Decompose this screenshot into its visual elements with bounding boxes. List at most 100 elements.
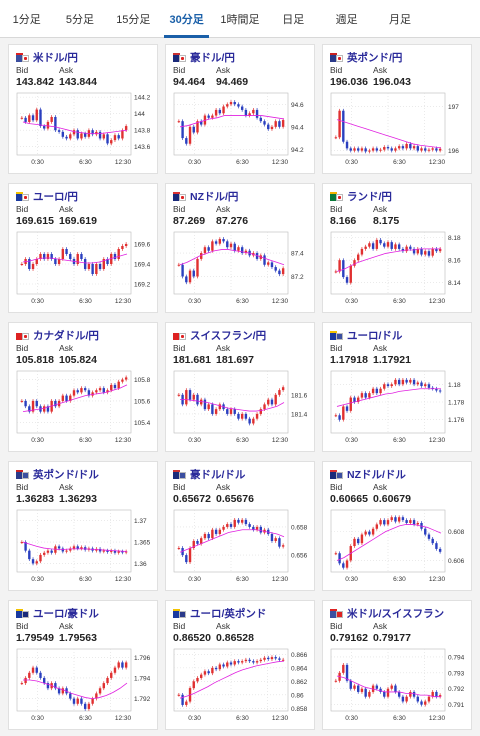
candle [342,110,345,142]
rate-card[interactable]: 豪ドル/ドル Bid 0.65672 Ask 0.65676 0.658 0.656 0:30… [165,461,315,591]
candle [20,400,24,402]
currency-flag-icon [16,330,29,340]
moving-average-line [336,388,441,407]
bid-value: 0.60665 [330,493,368,505]
candle [83,547,87,550]
candle [196,541,199,544]
pair-name: ユーロ/豪ドル [33,607,99,620]
moving-average-line [23,679,128,700]
candle [20,117,24,119]
ask-value: 0.79177 [373,632,411,644]
tab-3[interactable]: 15分足 [116,14,151,26]
candle [424,384,427,387]
rate-card[interactable]: ユーロ/英ポンド Bid 0.86520 Ask 0.86528 0.866 0.864 0.… [165,600,315,730]
rate-card[interactable]: ランド/円 Bid 8.166 Ask 8.175 8.18 8.16 8.14 0:30 6:3… [322,183,472,313]
candle [412,379,416,385]
x-tick-label: 12:30 [272,576,289,583]
tab-5[interactable]: 1時間足 [220,14,260,26]
rate-card[interactable]: NZドル/ドル Bid 0.60665 Ask 0.60679 0.608 0.606 0:3… [322,461,472,591]
tab-4[interactable]: 30分足 [160,0,213,38]
candle [28,406,31,412]
tab-8[interactable]: 月足 [388,14,411,26]
rate-card[interactable]: 豪ドル/円 Bid 94.464 Ask 94.469 94.6 94.4 94.2 0:30 6… [165,44,315,174]
price-chart: 0.866 0.864 0.862 0.86 0.858 0:30 6:30 12:30 [173,648,308,722]
rate-card[interactable]: 英ポンド/ドル Bid 1.36283 Ask 1.36293 1.37 1.365 1.36… [8,461,158,591]
candle [278,121,281,127]
tab-1[interactable]: 1分足 [12,14,41,26]
candle [240,106,244,110]
rate-card[interactable]: 米ドル/円 Bid 143.842 Ask 143.844 144.2 144 143.8 14… [8,44,158,174]
x-tick-label: 12:30 [272,715,289,722]
ask-value: 0.60679 [373,493,411,505]
price-chart: 8.18 8.16 8.14 0:30 6:30 12:30 [330,231,461,305]
x-tick-label: 12:30 [429,298,446,305]
rate-card[interactable]: 米ドル/スイスフラン Bid 0.79162 Ask 0.79177 0.794 0.793… [322,600,472,730]
currency-flag-icon [330,330,343,340]
candle [69,134,72,139]
candle [237,519,240,523]
y-tick-label: 1.792 [134,696,151,703]
candle [244,413,248,419]
rate-card[interactable]: ユーロ/ドル Bid 1.17918 Ask 1.17921 1.18 1.178 1.176… [322,322,472,452]
candle [237,247,240,251]
candle [397,244,401,249]
tab-6[interactable]: 日足 [282,14,305,26]
candle [334,553,338,555]
ask-value: 0.65676 [216,493,254,505]
candle [237,413,240,419]
x-tick-label: 12:30 [272,298,289,305]
pair-name: ユーロ/英ポンド [190,607,267,620]
tab-2[interactable]: 5分足 [65,14,95,26]
x-tick-label: 6:30 [236,298,249,305]
y-tick-label: 143.6 [134,144,151,151]
candle [98,388,102,391]
currency-flag-icon [173,469,186,479]
candle [72,546,76,549]
candle [424,701,427,705]
y-tick-label: 8.18 [448,235,461,242]
candle [386,242,390,247]
x-tick-label: 0:30 [31,576,44,583]
bid-label: Bid [330,343,343,353]
price-chart: 1.18 1.178 1.176 0:30 6:30 12:30 [330,370,465,444]
candle [28,672,31,678]
x-tick-label: 6:30 [393,576,406,583]
x-tick-label: 12:30 [115,159,132,166]
tab-7[interactable]: 週足 [335,14,358,26]
candle [435,691,438,697]
candle [397,379,401,385]
pair-name: 米ドル/スイスフラン [347,607,445,620]
rate-card[interactable]: スイスフラン/円 Bid 181.681 Ask 181.697 181.6 181.4 0:… [165,322,315,452]
candle [281,545,285,547]
rate-card[interactable]: 英ポンド/円 Bid 196.036 Ask 196.043 197 196 0:30 6:30… [322,44,472,174]
y-tick-label: 0.858 [291,706,308,713]
rate-card[interactable]: NZドル/円 Bid 87.269 Ask 87.276 87.4 87.2 0:30 6:30… [165,183,315,313]
candle [255,526,259,530]
candle [87,390,91,396]
candle [200,538,203,544]
rate-card[interactable]: カナダドル/円 Bid 105.818 Ask 105.824 105.8 105.6 105… [8,322,158,452]
ask-value: 181.697 [216,354,254,366]
moving-average-line [179,115,285,128]
pair-title: 豪ドル/ドル [173,468,245,481]
x-tick-label: 0:30 [188,159,201,166]
candle [345,664,349,681]
candle [278,538,281,547]
candle [24,117,27,122]
bid-value: 196.036 [330,76,368,88]
rate-card[interactable]: ユーロ/円 Bid 169.615 Ask 169.619 169.6 169.4 169.2… [8,183,158,313]
candle [113,667,117,673]
candle [397,691,401,697]
candle [121,246,124,249]
candle [214,529,218,534]
candle [54,259,57,264]
moving-average-line [22,541,128,552]
price-chart: 169.6 169.4 169.2 0:30 6:30 12:30 [16,231,151,305]
bid-label: Bid [173,343,186,353]
currency-flag-icon [330,52,343,62]
bid-value: 0.86520 [173,632,211,644]
candle [110,254,113,264]
candle [345,141,349,149]
rate-card[interactable]: ユーロ/豪ドル Bid 1.79549 Ask 1.79563 1.796 1.794 1.7… [8,600,158,730]
candle [368,531,371,535]
